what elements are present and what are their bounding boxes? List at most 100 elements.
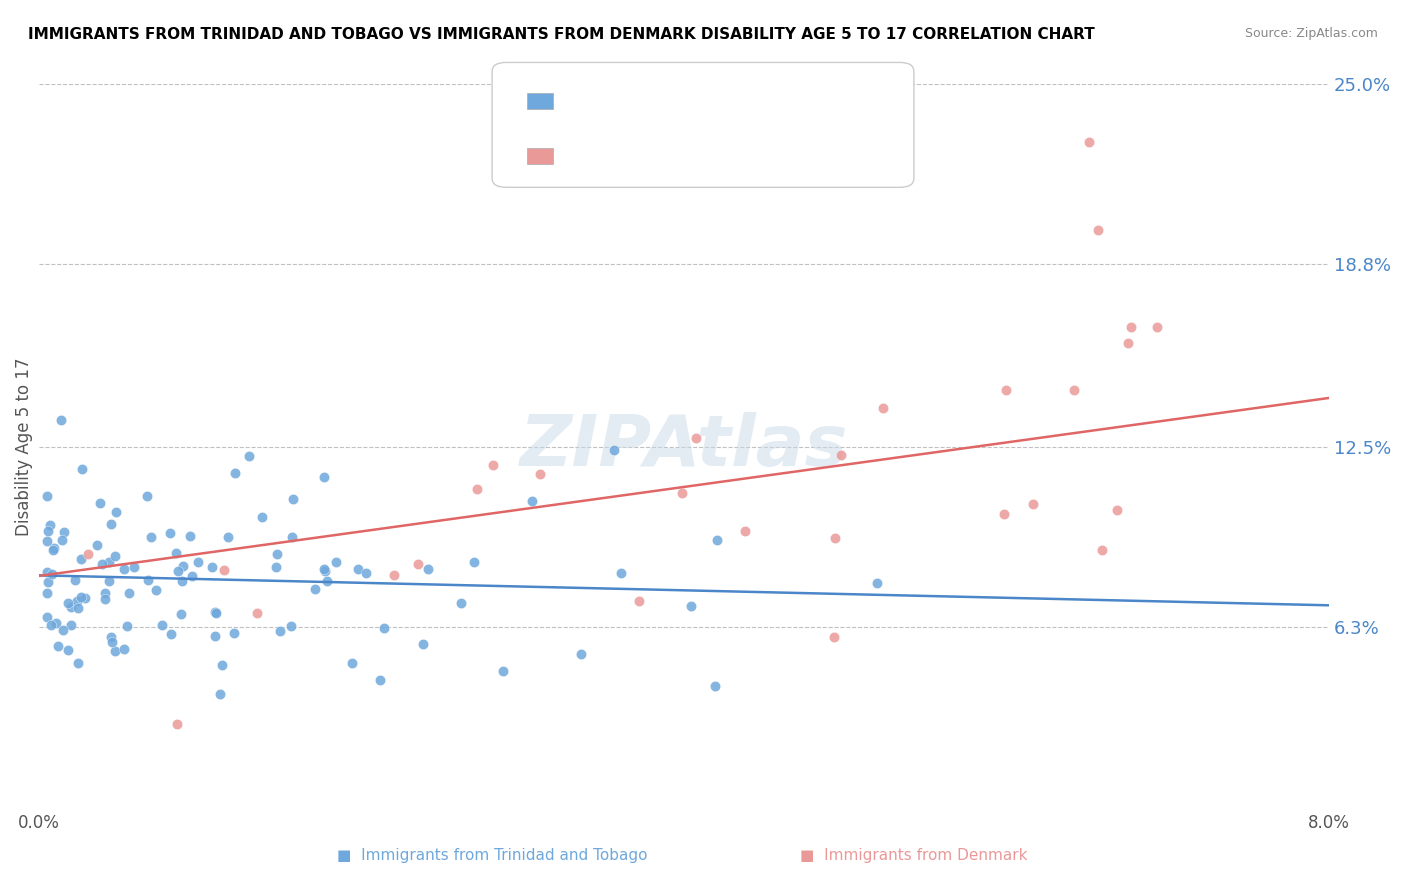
Point (734, 524, 756, 538)
Point (91, 557, 114, 571)
Point (671, 486, 693, 500)
Point (136, 573, 159, 587)
Point (52, 623, 75, 637)
Text: 104: 104 (664, 92, 699, 110)
Point (97, 555, 120, 569)
Point (66, 594, 89, 608)
Point (73, 591, 96, 605)
Point (201, 560, 224, 574)
Point (316, 574, 339, 589)
Text: 0.368: 0.368 (588, 147, 640, 165)
Point (172, 559, 194, 574)
Point (145, 582, 167, 597)
Point (1146, 319, 1168, 334)
Text: -0.075: -0.075 (588, 92, 647, 110)
Point (49, 413, 72, 427)
Point (603, 443, 626, 458)
Text: R =: R = (560, 92, 596, 110)
Point (204, 629, 226, 643)
Point (1119, 320, 1142, 334)
Point (70, 462, 93, 476)
Point (66, 657, 89, 671)
Point (685, 431, 707, 445)
Point (139, 530, 162, 544)
Point (283, 491, 305, 506)
Point (70, 551, 93, 566)
Point (52, 525, 75, 540)
Point (187, 555, 209, 569)
Point (217, 530, 239, 544)
Point (679, 599, 702, 614)
Point (823, 631, 845, 645)
Point (224, 625, 246, 640)
Point (354, 566, 377, 580)
Point (264, 560, 287, 574)
Point (45, 616, 67, 631)
Point (830, 448, 852, 462)
Point (1063, 384, 1085, 398)
Point (42, 541, 65, 555)
Point (368, 673, 391, 687)
Point (118, 585, 141, 599)
Point (465, 483, 488, 497)
Point (250, 510, 273, 524)
Point (35, 586, 58, 600)
Point (104, 549, 127, 563)
Point (492, 665, 515, 679)
Point (37, 524, 59, 538)
Y-axis label: Disability Age 5 to 17: Disability Age 5 to 17 (15, 358, 32, 536)
Point (1078, 136, 1101, 150)
Point (269, 624, 291, 639)
Point (35, 489, 58, 503)
Point (280, 619, 302, 633)
Text: N =: N = (640, 147, 676, 165)
Point (1116, 336, 1139, 351)
Point (105, 505, 128, 519)
Point (412, 637, 434, 651)
Point (824, 531, 846, 545)
Point (39, 618, 62, 632)
Point (35, 534, 58, 549)
Point (179, 529, 201, 543)
Point (169, 607, 191, 622)
Point (224, 466, 246, 480)
Point (97, 574, 120, 589)
Point (703, 679, 725, 693)
Text: N =: N = (640, 92, 676, 110)
Point (150, 617, 173, 632)
Point (60, 600, 83, 615)
Point (463, 555, 485, 569)
Point (304, 582, 326, 597)
Point (35, 565, 58, 579)
Point (214, 563, 236, 577)
Point (37, 575, 59, 590)
Point (100, 630, 122, 644)
Point (48, 639, 70, 653)
Point (122, 560, 145, 574)
Point (993, 507, 1015, 521)
Point (238, 449, 260, 463)
Point (450, 596, 472, 610)
Point (208, 687, 231, 701)
Point (94, 592, 117, 607)
Point (314, 564, 336, 578)
Point (39, 517, 62, 532)
Point (100, 634, 122, 648)
Point (94, 586, 117, 600)
Point (160, 627, 183, 641)
Point (706, 533, 728, 547)
Text: R =: R = (560, 147, 596, 165)
Point (51, 533, 73, 547)
Point (340, 656, 363, 670)
Point (520, 494, 543, 508)
Point (628, 594, 651, 608)
Point (571, 647, 593, 661)
Point (204, 605, 226, 619)
Point (100, 516, 122, 531)
Point (416, 562, 439, 576)
Point (1022, 497, 1045, 511)
Point (610, 566, 633, 580)
Point (170, 574, 193, 588)
Point (382, 568, 405, 582)
Point (104, 644, 127, 658)
